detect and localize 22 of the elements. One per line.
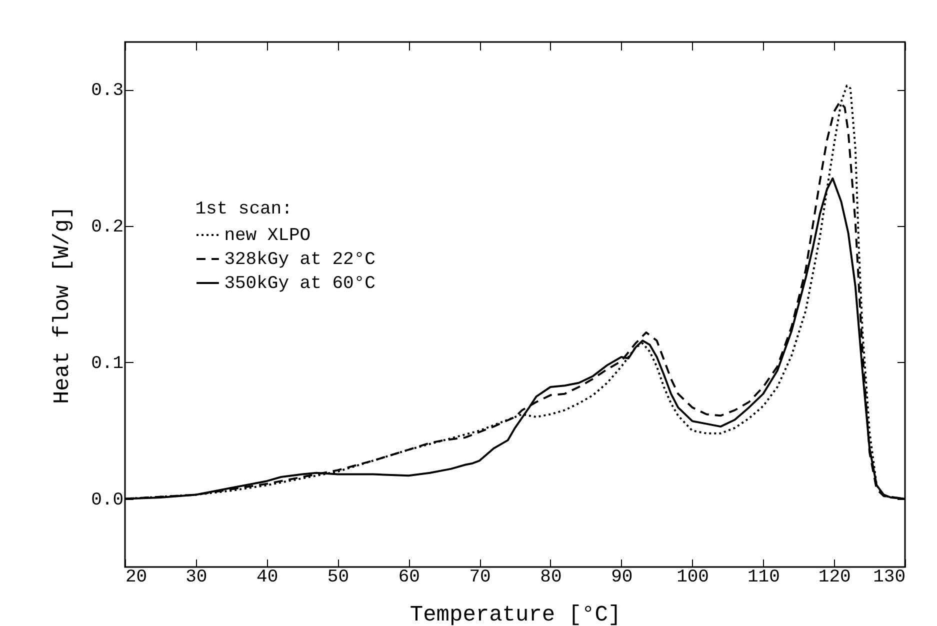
legend-label: new XLPO bbox=[224, 226, 311, 246]
x-tick-label: 70 bbox=[469, 568, 491, 588]
x-tick-label: 40 bbox=[256, 568, 278, 588]
legend-label: 328kGy at 22°C bbox=[224, 250, 376, 270]
x-tick-label: 120 bbox=[818, 568, 851, 588]
x-tick-label: 130 bbox=[873, 568, 906, 588]
legend-title: 1st scan: bbox=[195, 200, 292, 220]
x-axis-title: Temperature [°C] bbox=[410, 602, 622, 626]
y-tick-label: 0.2 bbox=[91, 218, 124, 238]
x-tick-label: 30 bbox=[186, 568, 208, 588]
x-tick-label: 50 bbox=[327, 568, 350, 588]
y-tick-label: 0.1 bbox=[91, 354, 124, 374]
x-tick-label: 90 bbox=[611, 568, 633, 588]
x-tick-label: 100 bbox=[676, 568, 709, 588]
legend-label: 350kGy at 60°C bbox=[224, 274, 376, 294]
y-tick-label: 0.0 bbox=[91, 490, 124, 510]
x-tick-label: 110 bbox=[747, 568, 780, 588]
x-tick-label: 60 bbox=[398, 568, 420, 588]
x-tick-label: 20 bbox=[126, 568, 148, 588]
x-tick-label: 80 bbox=[540, 568, 562, 588]
y-tick-label: 0.3 bbox=[91, 81, 124, 102]
y-axis-title: Heat flow [W/g] bbox=[50, 206, 76, 404]
